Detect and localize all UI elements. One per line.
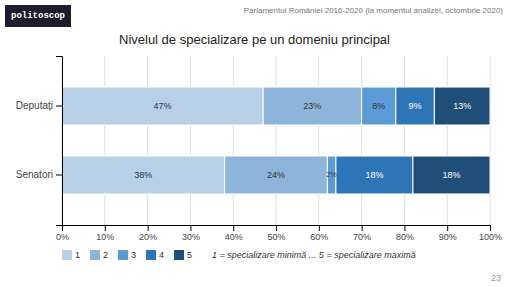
x-tick-label: 30% [182,232,200,242]
x-tick: 80% [396,225,414,242]
x-tick-label: 70% [353,232,371,242]
bar-segment [62,87,263,125]
x-tick-mark [362,225,363,231]
x-tick: 10% [96,225,114,242]
page-number: 23 [491,273,501,283]
legend-swatch [146,250,156,260]
x-tick: 20% [139,225,157,242]
data-label: 18% [365,170,383,180]
y-tick-label: Deputați [16,100,53,111]
legend-item: 2 [90,250,108,260]
x-tick-label: 0% [56,232,69,242]
y-tick-mark [56,174,62,175]
bar-segment [434,87,490,125]
x-tick-label: 20% [139,232,157,242]
legend-note: 1 = specializare minimă ... 5 = speciali… [212,250,416,260]
x-tick-mark [105,225,106,231]
legend-swatch [174,250,184,260]
x-tick-label: 100% [479,232,502,242]
x-tick: 60% [310,225,328,242]
bar-segment [263,87,361,125]
bar-segment [396,87,435,125]
legend-label: 4 [159,250,164,260]
y-tick: Deputați [16,100,62,111]
x-tick-mark [276,225,277,231]
legend-label: 3 [131,250,136,260]
data-label: 23% [303,101,321,111]
grid-line [490,56,491,225]
grid-line [190,56,191,225]
legend-swatch [62,250,72,260]
x-tick-label: 40% [225,232,243,242]
legend: 1 2 3 4 5 [62,250,192,260]
data-labels: 47% 38% 23% 24% 8% 2% 9% 18% 13% 18% [134,101,471,180]
grid-line [147,56,148,225]
y-tick-mark [56,106,62,107]
data-label: 8% [372,101,385,111]
bar-segment [62,156,225,194]
bar-segment [413,156,490,194]
y-axis-line [56,57,63,226]
grid-line [104,56,105,225]
legend-item: 1 [62,250,80,260]
grid-line [361,56,362,225]
grid [62,56,490,225]
x-tick-label: 50% [267,232,285,242]
grid-line [318,56,319,225]
x-axis-line [63,226,491,232]
grid-line [233,56,234,225]
legend-item: 5 [174,250,192,260]
data-label: 18% [442,170,460,180]
chart: politoscop Parlamentul României 2016-2020… [0,0,509,287]
x-tick-label: 90% [439,232,457,242]
legend-label: 2 [103,250,108,260]
y-tick: Senatori [16,169,62,180]
x-tick: 30% [182,225,200,242]
data-label: 2% [327,171,337,178]
x-tick-label: 10% [96,232,114,242]
x-tick-mark [490,225,491,231]
bars [62,87,490,194]
y-axis: Deputați Senatori [16,57,63,226]
bar-segment [327,156,336,194]
x-tick: 50% [267,225,285,242]
grid-line [447,56,448,225]
logo-text: politoscop [11,11,65,21]
legend-label: 5 [187,250,192,260]
x-tick-mark [148,225,149,231]
plot: 47% 38% 23% 24% 8% 2% 9% 18% 13% 18% 0% 10% 20% 30% 40… [16,56,502,242]
x-tick: 70% [353,225,371,242]
x-tick: 40% [225,225,243,242]
x-tick: 0% [56,225,69,242]
legend-item: 3 [118,250,136,260]
grid-line [404,56,405,225]
y-tick-label: Senatori [16,169,53,180]
bar-segment [225,156,328,194]
x-tick-mark [190,225,191,231]
x-tick-mark [319,225,320,231]
legend-item: 4 [146,250,164,260]
logo-box [5,5,71,27]
data-label: 47% [154,101,172,111]
x-tick-label: 60% [310,232,328,242]
data-label: 9% [409,101,422,111]
x-tick-label: 80% [396,232,414,242]
x-tick-mark [447,225,448,231]
x-tick: 100% [479,225,502,242]
x-tick: 90% [439,225,457,242]
data-label: 13% [453,101,471,111]
bar-segment [336,156,413,194]
grid-line [276,56,277,225]
title: Nivelul de specializare pe un domeniu pr… [119,32,390,47]
x-tick-mark [404,225,405,231]
subtitle: Parlamentul României 2016-2020 (la momen… [244,6,504,15]
legend-swatch [118,250,128,260]
legend-label: 1 [75,250,80,260]
data-label: 24% [267,170,285,180]
legend-swatch [90,250,100,260]
bar-segment [362,87,396,125]
x-tick-mark [233,225,234,231]
x-axis: 0% 10% 20% 30% 40% 50% 60% 70% 80% 90% 100% [56,225,502,242]
data-label: 38% [134,170,152,180]
